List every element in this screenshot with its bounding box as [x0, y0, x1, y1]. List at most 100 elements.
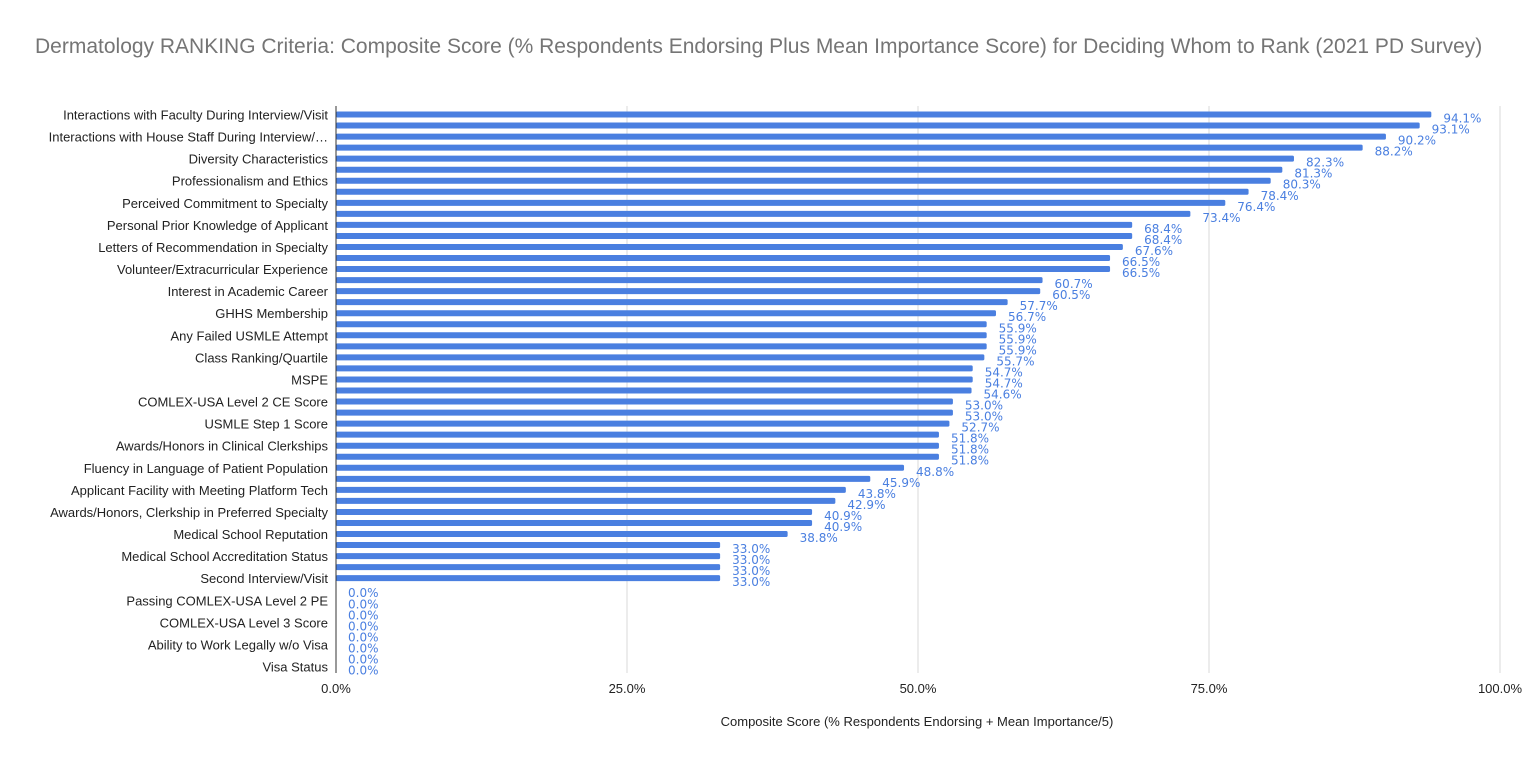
- data-label: 0.0%: [348, 597, 379, 611]
- x-tick-label: 75.0%: [1191, 681, 1228, 696]
- bar: [336, 531, 788, 538]
- bar: [336, 133, 1386, 140]
- category-label: MSPE: [291, 372, 328, 387]
- bar: [336, 409, 953, 416]
- data-label: 0.0%: [348, 630, 379, 644]
- data-labels: 94.1%93.1%90.2%88.2% 82.3%81.3%80.3%78.4%…: [348, 112, 1481, 678]
- category-label: Passing COMLEX-USA Level 2 PE: [126, 593, 328, 608]
- bar: [336, 486, 846, 493]
- bar: [336, 188, 1249, 195]
- category-label: Interactions with Faculty During Intervi…: [63, 108, 328, 123]
- category-label: Diversity Characteristics: [189, 152, 329, 167]
- bar: [336, 221, 1133, 228]
- bar: [336, 475, 871, 482]
- data-label: 33.0%: [732, 553, 770, 567]
- data-label: 52.7%: [961, 421, 999, 435]
- data-label: 51.8%: [951, 443, 989, 457]
- data-label: 60.5%: [1052, 288, 1090, 302]
- bar: [336, 310, 996, 317]
- data-label: 0.0%: [348, 586, 379, 600]
- bar: [336, 453, 939, 460]
- bar: [336, 177, 1271, 184]
- data-label: 68.4%: [1144, 233, 1182, 247]
- bar: [336, 553, 721, 560]
- category-label: Awards/Honors, Clerkship in Preferred Sp…: [50, 505, 328, 520]
- data-label: 82.3%: [1306, 156, 1344, 170]
- category-label: Volunteer/Extracurricular Experience: [117, 262, 328, 277]
- data-label: 0.0%: [348, 652, 379, 666]
- data-label: 54.6%: [984, 388, 1022, 402]
- bar: [336, 354, 985, 361]
- data-label: 55.7%: [996, 354, 1034, 368]
- data-label: 0.0%: [348, 664, 379, 678]
- data-label: 60.7%: [1055, 277, 1093, 291]
- bar: [336, 277, 1043, 284]
- bar: [336, 464, 905, 471]
- bar: [336, 122, 1420, 129]
- data-label: 51.8%: [951, 454, 989, 468]
- bar: [336, 431, 939, 438]
- data-label: 56.7%: [1008, 310, 1046, 324]
- data-label: 78.4%: [1261, 189, 1299, 203]
- data-label: 80.3%: [1283, 178, 1321, 192]
- category-label: Interactions with House Staff During Int…: [49, 130, 328, 145]
- x-axis-title: Composite Score (% Respondents Endorsing…: [721, 714, 1114, 729]
- data-label: 55.9%: [999, 321, 1037, 335]
- category-label: Personal Prior Knowledge of Applicant: [107, 218, 329, 233]
- category-label: Ability to Work Legally w/o Visa: [148, 637, 329, 652]
- bar: [336, 166, 1283, 173]
- category-label: GHHS Membership: [215, 306, 328, 321]
- category-label: Perceived Commitment to Specialty: [122, 196, 328, 211]
- data-label: 66.5%: [1122, 266, 1160, 280]
- bar: [336, 575, 721, 582]
- bar: [336, 199, 1226, 206]
- data-label: 68.4%: [1144, 222, 1182, 236]
- data-label: 88.2%: [1375, 145, 1413, 159]
- category-label: Applicant Facility with Meeting Platform…: [71, 483, 328, 498]
- category-label: Medical School Accreditation Status: [121, 549, 328, 564]
- data-label: 33.0%: [732, 542, 770, 556]
- category-label: Letters of Recommendation in Specialty: [98, 240, 328, 255]
- bar: [336, 542, 721, 549]
- bar: [336, 243, 1123, 250]
- data-label: 40.9%: [824, 509, 862, 523]
- data-label: 43.8%: [858, 487, 896, 501]
- data-label: 66.5%: [1122, 255, 1160, 269]
- category-label: Professionalism and Ethics: [172, 174, 329, 189]
- data-label: 73.4%: [1202, 211, 1240, 225]
- bar: [336, 343, 987, 350]
- bar: [336, 442, 939, 449]
- data-label: 40.9%: [824, 520, 862, 534]
- data-label: 42.9%: [847, 498, 885, 512]
- data-label: 51.8%: [951, 432, 989, 446]
- data-label: 94.1%: [1443, 112, 1481, 126]
- data-label: 0.0%: [348, 608, 379, 622]
- category-label: Visa Status: [262, 660, 328, 675]
- bar: [336, 519, 813, 526]
- bar: [336, 508, 813, 515]
- category-label: USMLE Step 1 Score: [204, 417, 328, 432]
- x-tick-label: 50.0%: [900, 681, 937, 696]
- x-tick-label: 25.0%: [609, 681, 646, 696]
- bar: [336, 288, 1041, 295]
- bar: [336, 299, 1008, 306]
- data-label: 45.9%: [882, 476, 920, 490]
- bar: [336, 365, 973, 372]
- bar: [336, 155, 1294, 162]
- x-tick-label: 100.0%: [1478, 681, 1523, 696]
- bar: [336, 376, 973, 383]
- data-label: 67.6%: [1135, 244, 1173, 258]
- bar: [336, 564, 721, 571]
- data-label: 54.7%: [985, 376, 1023, 390]
- data-label: 81.3%: [1294, 167, 1332, 181]
- data-label: 38.8%: [800, 531, 838, 545]
- data-label: 53.0%: [965, 399, 1003, 413]
- category-label: Medical School Reputation: [173, 527, 328, 542]
- category-label: Second Interview/Visit: [200, 571, 328, 586]
- bar: [336, 497, 836, 504]
- bar: [336, 420, 950, 427]
- data-label: 55.9%: [999, 332, 1037, 346]
- category-label: Interest in Academic Career: [168, 284, 329, 299]
- bar: [336, 332, 987, 339]
